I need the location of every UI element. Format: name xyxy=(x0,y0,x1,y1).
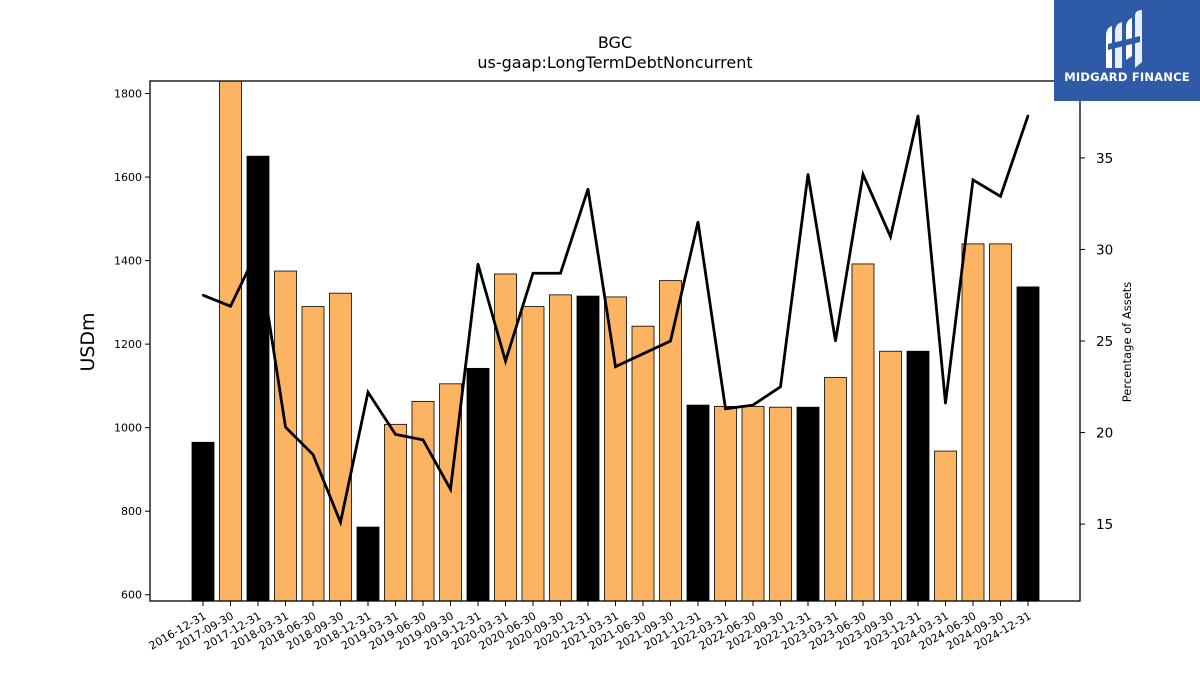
y2-axis: 15 20 25 30 35 xyxy=(1080,151,1113,533)
midgard-logo-icon xyxy=(1106,10,1142,68)
bar-2017-12-31 xyxy=(246,155,270,602)
bar-2020-09-30 xyxy=(549,294,572,602)
bar-2019-06-30 xyxy=(411,400,435,602)
line-point-2019-09-30 xyxy=(449,488,452,491)
bar-2018-12-31 xyxy=(356,526,380,602)
brand-logo: MIDGARD FINANCE xyxy=(1054,0,1200,101)
y-tick-label: 600 xyxy=(121,589,142,602)
bar-2022-03-31 xyxy=(714,405,737,602)
y-axis-label: USDm xyxy=(77,312,99,371)
y-tick-label: 1200 xyxy=(114,338,142,351)
bar-2017-09-30 xyxy=(219,80,242,602)
y-tick-label: 1800 xyxy=(114,88,142,101)
line-point-2018-06-30 xyxy=(311,453,315,456)
bar-2024-06-30 xyxy=(961,243,985,602)
line-point-2016-12-31 xyxy=(201,294,205,297)
bar-2020-12-31 xyxy=(576,295,600,602)
y-tick-label: 1000 xyxy=(114,422,142,435)
line-point-2023-03-31 xyxy=(834,339,837,343)
y-axis: 600 800 1000 1200 1400 1600 1800 xyxy=(114,88,150,602)
line-point-2017-12-31 xyxy=(256,248,260,251)
y-tick-label: 800 xyxy=(121,505,142,518)
line-point-2023-12-31 xyxy=(916,114,920,117)
bar-2021-12-31 xyxy=(686,404,710,602)
line-point-2020-06-30 xyxy=(531,272,535,275)
line-point-2021-03-31 xyxy=(614,365,617,368)
bar-2021-06-30 xyxy=(631,325,655,602)
line-point-2024-09-30 xyxy=(999,195,1002,198)
bar-2016-12-31 xyxy=(191,441,215,602)
line-point-2020-12-31 xyxy=(586,187,590,191)
line-point-2023-09-30 xyxy=(889,235,892,238)
logo-text: MIDGARD FINANCE xyxy=(1064,70,1190,84)
y2-tick-label: 20 xyxy=(1096,426,1113,442)
bar-2024-09-30 xyxy=(989,243,1012,602)
y2-tick-label: 25 xyxy=(1096,334,1113,350)
bar-2024-12-31 xyxy=(1016,286,1040,602)
chart-title: BGC xyxy=(598,33,632,52)
line-point-2018-12-31 xyxy=(366,391,370,394)
bar-2023-09-30 xyxy=(879,350,902,602)
line-point-2021-09-30 xyxy=(669,339,672,343)
line-point-2023-06-30 xyxy=(861,173,865,176)
bar-2023-03-31 xyxy=(824,377,847,602)
line-point-2019-06-30 xyxy=(421,438,425,442)
plot-frame xyxy=(149,80,1081,602)
bar-2022-09-30 xyxy=(769,406,792,602)
bar-2022-06-30 xyxy=(741,405,765,602)
bar-2021-09-30 xyxy=(659,280,682,602)
line-point-2017-09-30 xyxy=(229,305,232,308)
line-point-2022-03-31 xyxy=(724,407,727,410)
line-point-2019-12-31 xyxy=(476,262,480,266)
y2-tick-label: 35 xyxy=(1096,151,1113,167)
bar-2020-03-31 xyxy=(494,273,517,602)
chart-subtitle: us-gaap:LongTermDebtNoncurrent xyxy=(477,53,752,72)
bar-2018-09-30 xyxy=(329,292,352,602)
bar-2021-03-31 xyxy=(604,296,627,602)
x-axis: 2016-12-312017-09-302017-12-312018-03-31… xyxy=(147,601,1034,653)
bar-series xyxy=(191,80,1040,602)
bar-2023-12-31 xyxy=(906,350,930,602)
line-point-2021-12-31 xyxy=(696,220,700,224)
line-point-2020-03-31 xyxy=(504,359,507,363)
line-series xyxy=(201,114,1030,528)
bar-2024-03-31 xyxy=(934,450,957,602)
y-tick-label: 1400 xyxy=(114,255,142,268)
line-point-2024-03-31 xyxy=(944,402,947,405)
line-point-2022-06-30 xyxy=(751,403,755,407)
line-point-2022-09-30 xyxy=(779,385,782,388)
y2-axis-label: Percentage of Assets xyxy=(1120,282,1134,403)
line-point-2018-09-30 xyxy=(339,521,342,524)
bar-2020-06-30 xyxy=(521,306,545,602)
line-point-2019-03-31 xyxy=(394,433,397,436)
line-point-2022-12-31 xyxy=(806,173,810,176)
line-point-2020-09-30 xyxy=(559,272,562,275)
bar-2023-06-30 xyxy=(851,263,875,602)
y-tick-label: 1600 xyxy=(114,171,142,184)
line-point-2021-06-30 xyxy=(641,352,645,356)
y2-tick-label: 30 xyxy=(1096,242,1113,258)
bar-2019-12-31 xyxy=(466,367,490,602)
bar-2019-03-31 xyxy=(384,423,407,602)
bar-2022-12-31 xyxy=(796,406,820,602)
line-point-2018-03-31 xyxy=(284,425,287,429)
line-point-2024-12-31 xyxy=(1026,114,1030,117)
y2-tick-label: 15 xyxy=(1096,517,1113,533)
line-point-2024-06-30 xyxy=(971,178,975,182)
